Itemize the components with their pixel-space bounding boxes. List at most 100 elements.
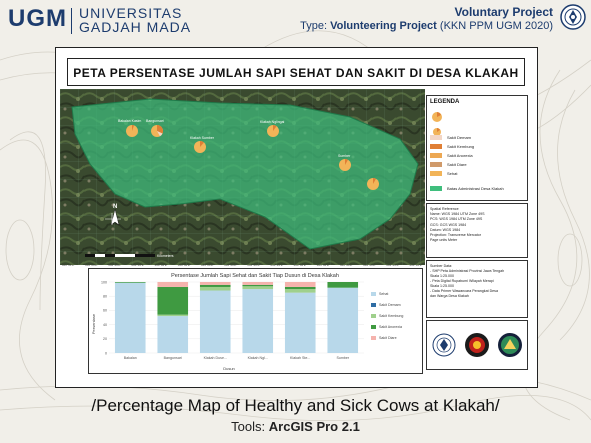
coord-tick-label: xxx°xx'E bbox=[363, 263, 376, 267]
logos bbox=[432, 333, 522, 357]
legend-label: Batas Administrasi Desa Klakah bbox=[447, 186, 504, 191]
place-label-bangunsari: Bangunsari bbox=[146, 119, 164, 123]
map-title-box: PETA PERSENTASE JUMLAH SAPI SEHAT DAN SA… bbox=[67, 58, 525, 86]
chart-bar-segment bbox=[242, 289, 274, 353]
type-value: Volunteering Project bbox=[330, 20, 437, 32]
coord-tick-label: xxx°xx'E bbox=[85, 263, 98, 267]
pie-charts bbox=[126, 124, 379, 190]
chart-bar-segment bbox=[199, 282, 231, 285]
legend-label: Sakit Demam bbox=[447, 135, 472, 140]
chart-legend-label: Sakit Diare bbox=[379, 336, 397, 340]
chart-bar-segment bbox=[284, 286, 316, 290]
chart-ticks: 0 20 40 60 80 100 Bakalan Bangunsari Klakah Duse… bbox=[101, 280, 350, 360]
legend-swatch bbox=[430, 144, 442, 149]
chart-x-tick-label: Bakalan bbox=[124, 356, 137, 360]
chart-bar-segment bbox=[114, 282, 146, 353]
legend-title: LEGENDA bbox=[430, 99, 460, 105]
source-line: dan Warga Desa Klakah bbox=[430, 294, 469, 298]
chart-legend-label: Sakit Kembung bbox=[379, 314, 403, 318]
chart-bar-segment bbox=[199, 290, 231, 353]
legend-label: Sakit Kembung bbox=[447, 144, 475, 149]
chart-legend: Sehat Sakit Demam Sakit Kembung Sakit Anore… bbox=[371, 292, 403, 340]
chart-title: Persentase Jumlah Sapi Sehat dan Sakit T… bbox=[171, 273, 339, 279]
coord-tick-label: xxx°xx'E bbox=[247, 263, 260, 267]
chart-legend-swatch bbox=[371, 314, 376, 318]
coord-tick-label: xxx°xx'E bbox=[316, 263, 330, 267]
place-label-sumber: Sumber bbox=[338, 154, 351, 158]
stacked-bar-chart: Persentase Jumlah Sapi Sehat dan Sakit T… bbox=[91, 273, 403, 371]
legend-swatch bbox=[430, 153, 442, 158]
chart-legend-label: Sakit Anorexia bbox=[379, 325, 402, 329]
pie-klakah-sumber bbox=[194, 140, 206, 153]
chart-bar-segment bbox=[284, 292, 316, 353]
coord-tick-label: xxx°xx'E bbox=[409, 263, 422, 267]
chart-x-tick-label: Sumber bbox=[336, 356, 349, 360]
chart-bar-segment bbox=[284, 289, 316, 293]
tools-prefix: Tools: bbox=[231, 419, 266, 434]
chart-bar-segment bbox=[157, 314, 189, 317]
chart-bar-segment bbox=[284, 282, 316, 287]
coord-labels-bottom: xxx°xx'E xxx°xx'E xxx°xx'E xxx°xx'E xxx°xx'E… bbox=[62, 263, 422, 267]
pie-bakalan bbox=[126, 124, 138, 137]
page-caption: /Percentage Map of Healthy and Sick Cows… bbox=[91, 396, 500, 415]
spatial-reference-panel: Spatial Reference Name: WGS 1984 UTM Zon… bbox=[426, 203, 528, 258]
coord-tick-label: xxx°xx'E bbox=[131, 263, 144, 267]
university-name-line1: UNIVERSITAS bbox=[79, 5, 183, 21]
spatial-line: Projection: Transverse Mercator bbox=[430, 233, 481, 238]
coord-tick-label: xxx°xx'E bbox=[270, 263, 283, 267]
chart-bar-segment bbox=[327, 282, 359, 288]
pie-klakah-nglingai bbox=[267, 125, 279, 137]
university-name-line2: GADJAH MADA bbox=[79, 19, 192, 35]
spatial-line: GCS: GCS WGS 1984 bbox=[430, 222, 467, 227]
logos-panel bbox=[426, 320, 528, 370]
chart-legend-swatch bbox=[371, 292, 376, 296]
page-header: UGM UNIVERSITAS GADJAH MADA Voluntary Pr… bbox=[0, 0, 591, 40]
chart-x-tick-label: Klakah Duse... bbox=[204, 356, 227, 360]
chart-gridlines bbox=[109, 281, 364, 354]
spatial-line: Spatial Reference bbox=[430, 207, 459, 211]
source-line: Skala 1:25.000 bbox=[430, 274, 454, 278]
chart-bar-segment bbox=[242, 284, 274, 287]
type-detail: (KKN PPM UGM 2020) bbox=[439, 20, 553, 32]
chart-bar-segment bbox=[157, 316, 189, 353]
chart-y-tick-label: 20 bbox=[103, 337, 107, 341]
chart-bar-segment bbox=[242, 282, 274, 285]
coord-tick-label: xxx°xx'E bbox=[340, 263, 353, 267]
chart-bar-segment bbox=[327, 287, 359, 353]
spatial-line: Name: WGS 1984 UTM Zone 49S bbox=[430, 212, 485, 217]
scale-label: Kilometers bbox=[157, 254, 174, 258]
chart-legend-swatch bbox=[371, 303, 376, 307]
coord-tick-label: xxx°xx'E bbox=[154, 263, 168, 267]
coord-tick-label: xxx°xx'E bbox=[201, 263, 214, 267]
chart-x-tick-label: Klakah Ste... bbox=[290, 356, 310, 360]
chart-bars bbox=[114, 282, 359, 353]
legend-swatch bbox=[430, 162, 442, 167]
chart-legend-swatch bbox=[371, 336, 376, 340]
place-label-klakah-sumber: Klakah Sumber bbox=[190, 136, 215, 140]
legend-swatch bbox=[430, 186, 442, 191]
project-title: Voluntary Project bbox=[454, 5, 553, 19]
pie-sumber-1 bbox=[339, 159, 351, 171]
chart-x-tick-label: Bangunsari bbox=[164, 356, 182, 360]
tools-line: Tools: ArcGIS Pro 2.1 bbox=[0, 419, 591, 434]
chart-legend-label: Sehat bbox=[379, 292, 388, 296]
coord-tick-label: xxx°xx'E bbox=[177, 263, 191, 267]
chart-y-tick-label: 100 bbox=[101, 280, 107, 284]
team-logo-icon bbox=[498, 333, 522, 357]
stacked-bar-chart-panel: Persentase Jumlah Sapi Sehat dan Sakit T… bbox=[88, 268, 423, 374]
chart-y-tick-label: 0 bbox=[105, 351, 107, 355]
chart-legend-swatch bbox=[371, 325, 376, 329]
legend-label: Sakit Diare bbox=[447, 162, 467, 167]
ugm-logo-text: UGM bbox=[8, 5, 67, 32]
coord-tick-label: xxx°xx'E bbox=[224, 263, 237, 267]
legend-label: Sehat bbox=[447, 171, 458, 176]
spatial-line: Datum: WGS 1984 bbox=[430, 227, 461, 232]
source-line: - Peta Digital Rupabumi Wilayah Merapi bbox=[430, 279, 494, 283]
coord-tick-label: xxx°xx'E bbox=[62, 263, 75, 267]
chart-bar-segment bbox=[199, 286, 231, 291]
chart-bar-segment bbox=[157, 282, 189, 287]
tools-value: ArcGIS Pro 2.1 bbox=[268, 419, 360, 434]
legend-panel: LEGENDA Sakit Demam Sakit Kembung Sakit … bbox=[426, 95, 528, 201]
legend-label: Sakit Anorexia bbox=[447, 153, 473, 158]
chart-bar-segment bbox=[242, 286, 274, 290]
